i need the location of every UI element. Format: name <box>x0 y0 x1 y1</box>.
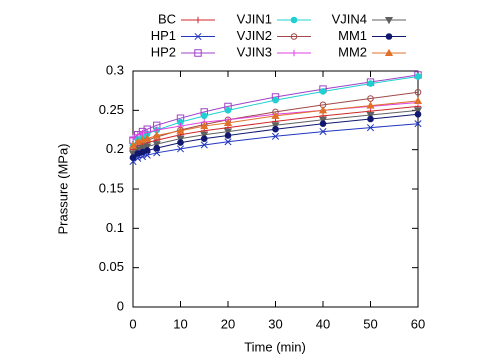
point <box>129 134 137 142</box>
y-axis-title: Prassure (MPa) <box>55 143 70 234</box>
legend-marker <box>290 49 298 57</box>
point <box>153 149 161 157</box>
point <box>200 121 209 130</box>
y-tick-label: 0.2 <box>106 141 124 156</box>
point <box>223 118 233 126</box>
legend-label: VJIN3 <box>237 44 272 59</box>
point <box>200 141 208 149</box>
legend-marker <box>290 16 298 24</box>
point <box>176 126 185 134</box>
x-tick-label: 60 <box>411 316 425 331</box>
point <box>138 145 147 153</box>
x-tick-label: 50 <box>363 316 377 331</box>
series-line <box>133 74 418 141</box>
point <box>176 145 185 153</box>
point <box>143 143 152 151</box>
point <box>319 128 327 136</box>
point <box>139 129 146 137</box>
point <box>272 96 279 104</box>
point <box>200 135 208 142</box>
legend-marker <box>384 16 394 25</box>
point <box>224 138 232 146</box>
point <box>223 128 233 136</box>
point <box>200 131 209 139</box>
x-tick-label: 40 <box>316 316 330 331</box>
legend-label: HP2 <box>151 44 176 59</box>
point <box>152 141 161 149</box>
y-tick-label: 0.05 <box>99 259 124 274</box>
point <box>153 144 161 152</box>
legend-label: MM1 <box>338 28 367 43</box>
point <box>414 110 422 118</box>
x-axis-title: Time (min) <box>244 339 306 354</box>
legend-marker <box>194 16 202 24</box>
y-tick-label: 0.1 <box>106 220 124 235</box>
point <box>271 122 280 130</box>
point <box>128 141 138 149</box>
point <box>143 134 152 142</box>
x-tick-label: 30 <box>268 316 282 331</box>
legend-label: VJIN2 <box>237 28 272 43</box>
point <box>271 132 280 140</box>
point <box>318 116 328 125</box>
point <box>413 107 423 115</box>
point <box>414 120 422 128</box>
point <box>143 147 151 154</box>
x-tick-label: 20 <box>221 316 235 331</box>
point <box>318 106 328 114</box>
point <box>366 111 375 120</box>
legend-label: HP1 <box>151 28 176 43</box>
y-tick-label: 0.3 <box>106 62 124 77</box>
legend-marker <box>385 33 393 40</box>
point <box>367 115 374 123</box>
legend-label: VJIN4 <box>332 11 367 26</box>
legend-marker <box>384 48 394 57</box>
x-tick-label: 10 <box>173 316 187 331</box>
point <box>367 95 374 102</box>
point <box>152 131 161 139</box>
point <box>134 131 141 138</box>
point <box>367 80 374 87</box>
point <box>319 120 327 128</box>
point <box>224 132 232 139</box>
point <box>319 88 327 95</box>
point <box>176 135 185 143</box>
point <box>200 112 208 120</box>
point <box>319 85 327 93</box>
legend-marker <box>194 49 202 57</box>
point <box>272 125 279 133</box>
point <box>413 96 423 104</box>
point <box>366 124 375 132</box>
y-tick-label: 0 <box>117 298 124 313</box>
point <box>414 88 422 96</box>
point <box>224 107 232 114</box>
point <box>129 154 137 161</box>
point <box>414 73 422 80</box>
legend-label: MM2 <box>338 44 367 59</box>
legend-label: VJIN1 <box>237 11 272 26</box>
legend-marker <box>194 32 202 41</box>
y-tick-label: 0.25 <box>99 102 124 117</box>
legend-label: BC <box>158 11 176 26</box>
y-tick-label: 0.15 <box>99 180 124 195</box>
point <box>271 111 280 119</box>
point <box>366 101 375 109</box>
legend-marker <box>290 33 298 40</box>
point <box>177 139 184 146</box>
x-tick-label: 0 <box>129 316 136 331</box>
